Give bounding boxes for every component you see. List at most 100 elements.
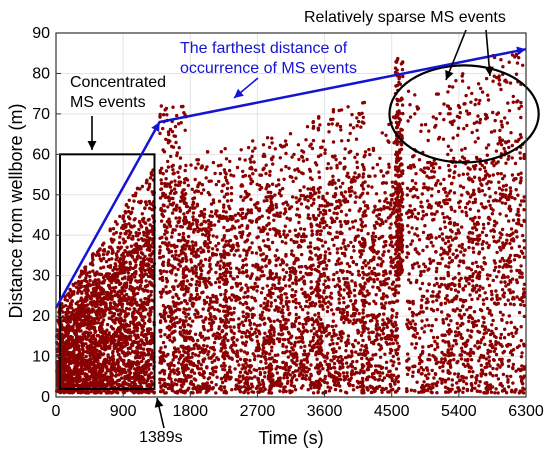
- ms-event-point: [281, 145, 284, 148]
- ms-event-point: [99, 335, 102, 338]
- ms-event-point: [224, 296, 227, 299]
- ms-event-point: [87, 307, 90, 310]
- ms-event-point: [244, 332, 247, 335]
- ms-event-point: [187, 323, 190, 326]
- ms-event-point: [120, 372, 123, 375]
- ms-event-point: [205, 365, 208, 368]
- ms-event-point: [206, 246, 209, 249]
- ms-event-point: [311, 147, 314, 150]
- ms-event-point: [243, 240, 246, 243]
- ms-event-point: [242, 324, 245, 327]
- ms-event-point: [210, 210, 213, 213]
- ms-event-point: [128, 199, 131, 202]
- ms-event-point: [312, 139, 315, 142]
- ms-event-point: [193, 228, 196, 231]
- ms-event-point: [127, 351, 130, 354]
- ms-event-point: [217, 336, 220, 339]
- ms-event-point: [77, 327, 80, 330]
- ms-event-point: [309, 363, 312, 366]
- ms-event-point: [200, 166, 203, 169]
- ms-event-point: [256, 340, 259, 343]
- ms-event-point: [209, 306, 212, 309]
- ms-event-point: [208, 312, 211, 315]
- ms-event-point: [262, 252, 265, 255]
- ms-event-point: [131, 207, 134, 210]
- ms-event-point: [183, 351, 186, 354]
- ms-event-point: [259, 360, 262, 363]
- ms-event-point: [91, 353, 94, 356]
- ms-event-point: [239, 358, 242, 361]
- ms-event-point: [229, 312, 232, 315]
- ms-event-point: [84, 342, 87, 345]
- ms-event-point: [315, 330, 318, 333]
- ms-event-point: [284, 225, 287, 228]
- ms-event-point: [220, 364, 223, 367]
- ms-event-point: [174, 216, 177, 219]
- ms-event-point: [279, 326, 282, 329]
- ms-event-point: [214, 391, 217, 394]
- ms-event-point: [78, 309, 81, 312]
- ms-event-point: [292, 180, 295, 183]
- ms-event-point: [67, 328, 70, 331]
- ms-event-point: [312, 327, 315, 330]
- ms-event-point: [246, 286, 249, 289]
- ms-event-point: [271, 204, 274, 207]
- ms-event-point: [203, 302, 206, 305]
- ms-event-point: [166, 244, 169, 247]
- ms-event-point: [93, 287, 96, 290]
- ms-event-point: [103, 373, 106, 376]
- ms-event-point: [213, 333, 216, 336]
- ms-event-point: [166, 336, 169, 339]
- ms-event-point: [64, 341, 67, 344]
- ms-event-point: [119, 338, 122, 341]
- ms-event-point: [196, 384, 199, 387]
- ms-event-point: [254, 299, 257, 302]
- ms-event-point: [275, 184, 278, 187]
- ms-event-point: [182, 212, 185, 215]
- ms-event-point: [230, 329, 233, 332]
- ms-event-point: [163, 369, 166, 372]
- ms-event-point: [171, 106, 174, 109]
- ms-event-point: [301, 377, 304, 380]
- ms-event-point: [289, 277, 292, 280]
- ms-event-point: [268, 174, 271, 177]
- ms-event-point: [214, 370, 217, 373]
- ms-event-point: [177, 361, 180, 364]
- ms-event-point: [123, 327, 126, 330]
- ms-event-point: [209, 297, 212, 300]
- ms-event-point: [117, 280, 120, 283]
- ms-event-point: [185, 259, 188, 262]
- ms-event-point: [184, 255, 187, 258]
- ms-event-point: [239, 371, 242, 374]
- ms-event-point: [79, 337, 82, 340]
- ms-event-point: [166, 205, 169, 208]
- ms-event-point: [218, 264, 221, 267]
- ms-event-point: [284, 139, 287, 142]
- ms-event-point: [135, 350, 138, 353]
- ms-event-point: [102, 318, 105, 321]
- ms-event-point: [61, 315, 64, 318]
- ms-event-point: [247, 335, 250, 338]
- ms-event-point: [148, 280, 151, 283]
- ms-event-point: [254, 169, 257, 172]
- ms-event-point: [218, 325, 221, 328]
- ms-event-point: [244, 301, 247, 304]
- ms-event-point: [174, 135, 177, 138]
- ms-event-point: [169, 203, 172, 206]
- ms-event-point: [238, 254, 241, 257]
- ms-event-point: [178, 166, 181, 169]
- ms-event-point: [226, 219, 229, 222]
- ms-event-point: [266, 232, 269, 235]
- ms-event-point: [96, 359, 99, 362]
- ms-event-point: [127, 368, 130, 371]
- ms-event-point: [121, 217, 124, 220]
- ms-event-point: [167, 165, 170, 168]
- ms-event-point: [258, 246, 261, 249]
- ms-event-point: [125, 364, 128, 367]
- ms-event-point: [92, 337, 95, 340]
- ms-event-point: [116, 363, 119, 366]
- ms-event-point: [222, 305, 225, 308]
- ms-event-point: [135, 244, 138, 247]
- ms-event-point: [290, 249, 293, 252]
- ms-event-point: [134, 378, 137, 381]
